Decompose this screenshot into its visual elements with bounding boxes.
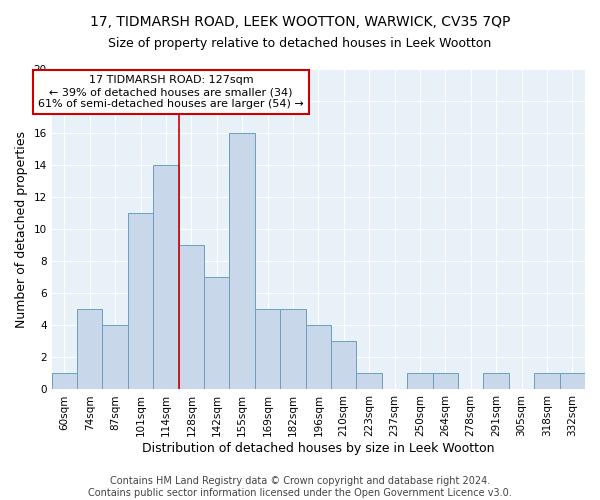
Text: Size of property relative to detached houses in Leek Wootton: Size of property relative to detached ho…	[109, 38, 491, 51]
Bar	[534, 374, 560, 390]
Bar	[77, 310, 103, 390]
Bar	[331, 342, 356, 390]
Bar	[560, 374, 585, 390]
Bar	[407, 374, 433, 390]
Bar	[305, 326, 331, 390]
Text: 17, TIDMARSH ROAD, LEEK WOOTTON, WARWICK, CV35 7QP: 17, TIDMARSH ROAD, LEEK WOOTTON, WARWICK…	[90, 15, 510, 29]
Text: 17 TIDMARSH ROAD: 127sqm
← 39% of detached houses are smaller (34)
61% of semi-d: 17 TIDMARSH ROAD: 127sqm ← 39% of detach…	[38, 76, 304, 108]
Bar	[153, 165, 179, 390]
X-axis label: Distribution of detached houses by size in Leek Wootton: Distribution of detached houses by size …	[142, 442, 494, 455]
Bar	[103, 326, 128, 390]
Bar	[255, 310, 280, 390]
Text: Contains HM Land Registry data © Crown copyright and database right 2024.
Contai: Contains HM Land Registry data © Crown c…	[88, 476, 512, 498]
Y-axis label: Number of detached properties: Number of detached properties	[15, 130, 28, 328]
Bar	[433, 374, 458, 390]
Bar	[128, 213, 153, 390]
Bar	[179, 246, 204, 390]
Bar	[356, 374, 382, 390]
Bar	[484, 374, 509, 390]
Bar	[204, 278, 229, 390]
Bar	[280, 310, 305, 390]
Bar	[52, 374, 77, 390]
Bar	[229, 133, 255, 390]
